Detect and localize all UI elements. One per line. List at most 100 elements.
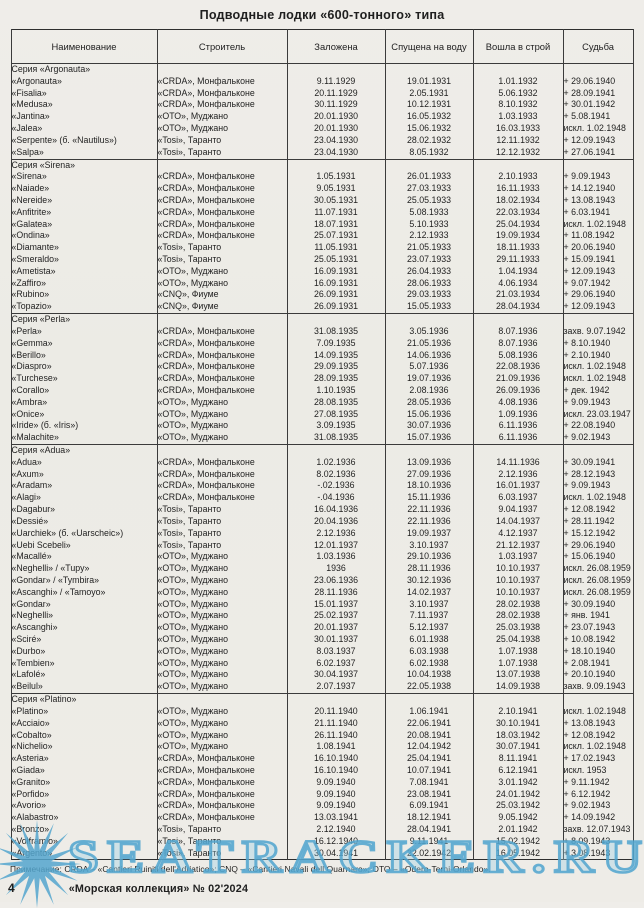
- laid-down-cell: 31.08.1935: [286, 325, 386, 338]
- table-row: «Beilul» «ОТО», Муджано 2.07.1937 22.05.193…: [10, 681, 634, 694]
- builder-cell: «CRDA», Монфальконе: [156, 75, 288, 88]
- builder-cell: «CRDA», Монфальконе: [156, 194, 288, 207]
- empty-cell: [384, 444, 474, 457]
- builder-cell: «CRDA», Монфальконе: [156, 800, 288, 813]
- ship-name-cell: «Beilul»: [10, 681, 158, 694]
- laid-down-cell: 9.05.1931: [286, 183, 386, 195]
- table-row: «Diamante» «Tosi», Таранто 11.05.1931 21.05…: [10, 242, 634, 254]
- ship-name-cell: «Neghelli»: [10, 610, 158, 623]
- page-title: Подводные лодки «600-тонного» типа: [199, 8, 445, 22]
- commissioned-cell: 12.11.1932: [472, 134, 564, 147]
- commissioned-cell: 5.08.1936: [472, 349, 564, 362]
- commissioned-cell: 9.04.1937: [472, 504, 564, 516]
- fate-cell: + 29.06.1940: [562, 539, 634, 552]
- laid-down-cell: 9.09.1940: [286, 776, 386, 789]
- launched-cell: 2.05.1931: [384, 87, 474, 100]
- builder-cell: «ОТО», Муджано: [156, 622, 288, 634]
- ship-name-cell: «Dessié»: [10, 515, 158, 528]
- builder-cell: «ОТО», Муджано: [156, 669, 288, 682]
- fate-cell: + 22.08.1940: [562, 420, 634, 433]
- launched-cell: 7.08.1941: [384, 776, 474, 789]
- header-row: Наименование Строитель Заложена Спущена …: [10, 29, 634, 64]
- builder-cell: «ОТО», Муджано: [156, 634, 288, 646]
- commissioned-cell: 14.09.1938: [472, 681, 564, 694]
- commissioned-cell: 30.07.1941: [472, 741, 564, 754]
- table-row: «Bronzo» «Tosi», Таранто 2.12.1940 28.04.19…: [10, 824, 634, 836]
- fate-cell: + 30.09.1941: [562, 456, 634, 469]
- ship-name-cell: «Platino»: [10, 705, 158, 718]
- ship-name-cell: «Berillo»: [10, 349, 158, 362]
- commissioned-cell: 14.04.1937: [472, 515, 564, 528]
- launched-cell: 8.05.1932: [384, 146, 474, 159]
- commissioned-cell: 9.05.1942: [472, 812, 564, 824]
- commissioned-cell: 25.04.1934: [472, 218, 564, 231]
- laid-down-cell: 23.06.1936: [286, 574, 386, 587]
- laid-down-cell: 20.04.1936: [286, 515, 386, 528]
- ship-name-cell: «Serpente» (б. «Nautilus»): [10, 134, 158, 147]
- commissioned-cell: 8.10.1932: [472, 99, 564, 112]
- launched-cell: 2.08.1936: [384, 384, 474, 397]
- launched-cell: 23.07.1933: [384, 254, 474, 266]
- commissioned-cell: 13.07.1938: [472, 669, 564, 682]
- laid-down-cell: 1.02.1936: [286, 456, 386, 469]
- commissioned-cell: 5.06.1932: [472, 87, 564, 100]
- commissioned-cell: 1.01.1932: [472, 75, 564, 88]
- series-section: Серия «Platino» «Platino» «ОТО», Муджано 20…: [10, 693, 634, 860]
- table-row: «Aradam» «CRDA», Монфальконе -.02.1936 18.1…: [10, 480, 634, 493]
- fate-cell: + 12.08.1942: [562, 729, 634, 742]
- laid-down-cell: 28.08.1935: [286, 396, 386, 409]
- table-row: «Ascanghi» «ОТО», Муджано 20.01.1937 5.12.1…: [10, 622, 634, 634]
- laid-down-cell: 30.04.1937: [286, 669, 386, 682]
- laid-down-cell: 23.04.1930: [286, 134, 386, 147]
- series-label-cell: Серия «Platino»: [10, 693, 158, 706]
- laid-down-cell: 16.09.1931: [286, 277, 386, 290]
- table-header: Наименование Строитель Заложена Спущена …: [10, 29, 634, 64]
- page-number: 4: [8, 881, 15, 895]
- launched-cell: 28.02.1932: [384, 134, 474, 147]
- builder-cell: «CRDA», Монфальконе: [156, 361, 288, 374]
- launched-cell: 23.08.1941: [384, 788, 474, 801]
- laid-down-cell: 1936: [286, 563, 386, 575]
- ship-name-cell: «Naiade»: [10, 183, 158, 195]
- laid-down-cell: 26.09.1931: [286, 289, 386, 302]
- launched-cell: 9.11.1941: [384, 835, 474, 848]
- fate-cell: + 23.07.1943: [562, 622, 634, 634]
- table-row: «Uebi Scebeli» «Tosi», Таранто 12.01.1937 3…: [10, 539, 634, 552]
- table-row: «Serpente» (б. «Nautilus») «Tosi», Тарант…: [10, 134, 634, 147]
- commissioned-cell: 1.03.1937: [472, 551, 564, 564]
- laid-down-cell: 13.03.1941: [286, 812, 386, 824]
- commissioned-cell: 1.04.1934: [472, 265, 564, 278]
- builder-cell: «Tosi», Таранто: [156, 254, 288, 266]
- ship-name-cell: «Ascanghi»: [10, 622, 158, 634]
- builder-cell: «ОТО», Муджано: [156, 265, 288, 278]
- commissioned-cell: 18.11.1933: [472, 242, 564, 254]
- launched-cell: 3.10.1937: [384, 598, 474, 611]
- laid-down-cell: 1.05.1931: [286, 171, 386, 184]
- commissioned-cell: 1.07.1938: [472, 657, 564, 670]
- table-row: «Argento» «Tosi», Таранто 30.04.1941 22.02.…: [10, 847, 634, 860]
- commissioned-cell: 8.07.1936: [472, 337, 564, 350]
- laid-down-cell: 6.02.1937: [286, 657, 386, 670]
- column-header-builder: Строитель: [156, 29, 288, 64]
- builder-cell: «ОТО», Муджано: [156, 563, 288, 575]
- table-row: «Acciaio» «ОТО», Муджано 21.11.1940 22.06.1…: [10, 717, 634, 730]
- laid-down-cell: 27.08.1935: [286, 408, 386, 421]
- ship-name-cell: «Jantina»: [10, 111, 158, 124]
- fate-cell: + 18.10.1940: [562, 645, 634, 658]
- ship-name-cell: «Uarchiek» (б. «Uarscheic»): [10, 527, 158, 540]
- fate-cell: + 20.10.1940: [562, 669, 634, 682]
- builder-cell: «CRDA», Монфальконе: [156, 384, 288, 397]
- laid-down-cell: 9.09.1940: [286, 788, 386, 801]
- laid-down-cell: 25.02.1937: [286, 610, 386, 623]
- table-row: «Granito» «CRDA», Монфальконе 9.09.1940 7.0…: [10, 776, 634, 789]
- commissioned-cell: 21.09.1936: [472, 373, 564, 385]
- table-row: «Ascanghi» / «Tamoyo» «ОТО», Муджано 28.11…: [10, 586, 634, 599]
- ship-name-cell: «Nereide»: [10, 194, 158, 207]
- fate-cell: + 14.09.1942: [562, 812, 634, 824]
- commissioned-cell: 6.11.1936: [472, 432, 564, 445]
- laid-down-cell: 16.10.1940: [286, 764, 386, 777]
- table-row: «Galatea» «CRDA», Монфальконе 18.07.1931 5.…: [10, 218, 634, 231]
- ship-name-cell: «Perla»: [10, 325, 158, 338]
- ship-name-cell: «Galatea»: [10, 218, 158, 231]
- launched-cell: 19.07.1936: [384, 373, 474, 385]
